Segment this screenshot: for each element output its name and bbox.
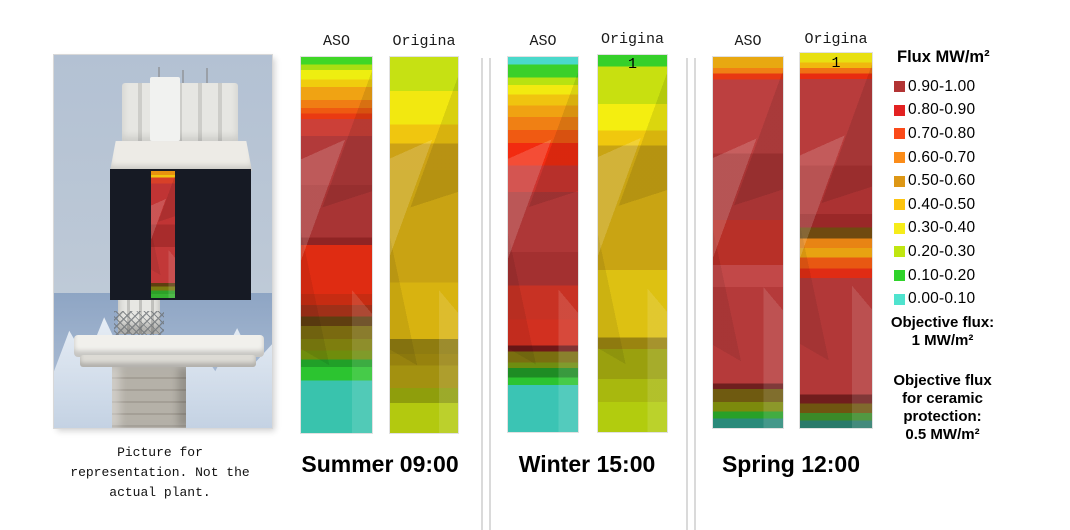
tower-top-structure bbox=[122, 83, 238, 143]
receiver-flux-overlay bbox=[151, 171, 175, 298]
legend-label: 0.20-0.30 bbox=[908, 242, 976, 260]
legend-swatch-icon bbox=[894, 270, 905, 282]
tower-top-panel bbox=[150, 77, 180, 141]
fluxmap-summer-aso bbox=[301, 57, 372, 433]
legend-label: 0.10-0.20 bbox=[908, 266, 976, 284]
season-label-spring: Spring 12:00 bbox=[721, 451, 861, 477]
panel-divider bbox=[686, 58, 688, 530]
antenna-icon bbox=[158, 67, 160, 85]
column-header-winter-original: Origina bbox=[600, 31, 664, 48]
antenna-icon bbox=[206, 68, 208, 85]
fluxmap-winter-aso bbox=[508, 57, 578, 432]
legend-label: 0.00-0.10 bbox=[908, 290, 976, 308]
tower-platform bbox=[74, 335, 264, 357]
legend-label: 0.40-0.50 bbox=[908, 195, 976, 213]
objective-flux-ceramic-note: Objective flux for ceramic protection: 0… bbox=[893, 372, 992, 443]
legend-swatch-icon bbox=[894, 128, 905, 140]
legend-swatch-icon bbox=[894, 293, 905, 305]
legend-entry: 0.00-0.10 bbox=[894, 287, 1065, 311]
legend-label: 0.30-0.40 bbox=[908, 219, 976, 237]
panel-divider bbox=[489, 58, 491, 530]
legend-entry: 0.40-0.50 bbox=[894, 193, 1065, 217]
legend-swatch-icon bbox=[894, 81, 905, 93]
tower-crown bbox=[110, 141, 252, 171]
legend-swatch-icon bbox=[894, 104, 905, 116]
flux-peak-marker: 1 bbox=[831, 55, 841, 72]
legend-entries: 0.90-1.00 0.80-0.90 0.70-0.80 0.60-0.70 0.50… bbox=[880, 75, 1065, 311]
legend-label: 0.80-0.90 bbox=[908, 101, 976, 119]
legend-swatch-icon bbox=[894, 222, 905, 234]
legend-swatch-icon bbox=[894, 152, 905, 164]
flux-peak-marker: 1 bbox=[627, 56, 637, 73]
legend-label: 0.70-0.80 bbox=[908, 124, 976, 142]
legend-entry: 0.20-0.30 bbox=[894, 240, 1065, 264]
column-header-spring-aso: ASO bbox=[734, 33, 762, 50]
fluxmap-winter-original bbox=[598, 55, 667, 432]
legend-entry: 0.70-0.80 bbox=[894, 122, 1065, 146]
lattice-structure bbox=[114, 311, 164, 337]
column-header-summer-original: Origina bbox=[392, 33, 456, 50]
legend-label: 0.90-1.00 bbox=[908, 77, 976, 95]
legend-label: 0.60-0.70 bbox=[908, 148, 976, 166]
antenna-icon bbox=[182, 70, 184, 85]
legend-swatch-icon bbox=[894, 199, 905, 211]
fluxmap-summer-original bbox=[390, 57, 458, 433]
photo-caption: Picture for representation. Not the actu… bbox=[70, 445, 250, 500]
legend-title: Flux MW/m² bbox=[897, 48, 990, 66]
legend-swatch-icon bbox=[894, 246, 905, 258]
legend-entry: 0.60-0.70 bbox=[894, 146, 1065, 170]
fluxmap-spring-aso bbox=[713, 57, 783, 428]
column-header-winter-aso: ASO bbox=[529, 33, 557, 50]
tower-platform-lower bbox=[80, 355, 256, 367]
legend-label: 0.50-0.60 bbox=[908, 172, 976, 190]
tower-photo bbox=[54, 55, 272, 428]
fluxmap-spring-original bbox=[800, 53, 872, 428]
season-label-summer: Summer 09:00 bbox=[301, 451, 459, 477]
legend-entry: 0.80-0.90 bbox=[894, 99, 1065, 123]
tower-shaft bbox=[112, 367, 186, 428]
column-header-spring-original: Origina bbox=[804, 31, 868, 48]
legend-entry: 0.10-0.20 bbox=[894, 264, 1065, 288]
legend-entry: 0.90-1.00 bbox=[894, 75, 1065, 99]
flux-legend: Flux MW/m² 0.90-1.00 0.80-0.90 0.70-0.80 0.… bbox=[880, 48, 1065, 443]
legend-swatch-icon bbox=[894, 175, 905, 187]
panel-divider bbox=[481, 58, 483, 530]
legend-entry: 0.50-0.60 bbox=[894, 169, 1065, 193]
legend-entry: 0.30-0.40 bbox=[894, 217, 1065, 241]
season-label-winter: Winter 15:00 bbox=[518, 451, 656, 477]
panel-divider bbox=[694, 58, 696, 530]
column-header-summer-aso: ASO bbox=[322, 33, 350, 50]
objective-flux-note: Objective flux: 1 MW/m² bbox=[890, 314, 995, 349]
tower-receiver bbox=[110, 169, 251, 300]
